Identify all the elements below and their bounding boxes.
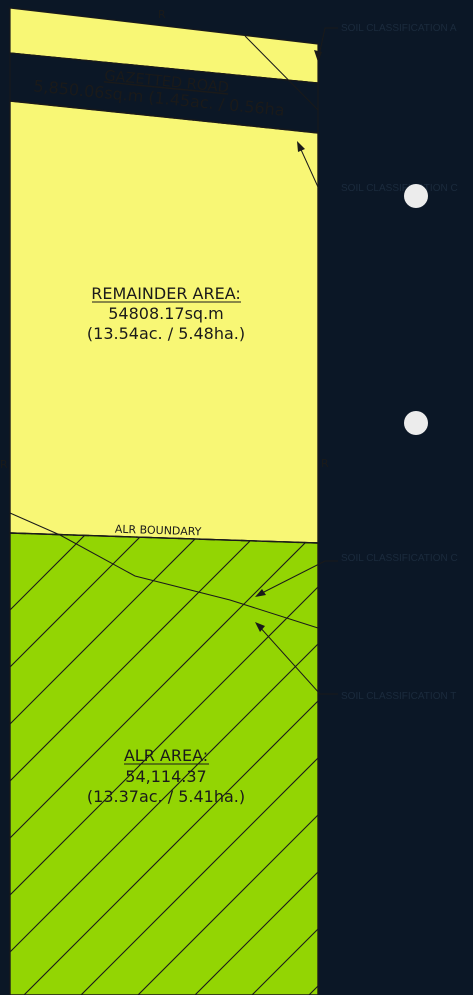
soil-boundary-line (244, 35, 319, 111)
tick-label: R (321, 457, 329, 470)
alr-boundary-line (9, 532, 319, 544)
hatch-line (10, 533, 262, 995)
alr-area-alt: (13.37ac. / 5.41ha.) (87, 787, 245, 806)
leader-arrowheads (255, 50, 322, 632)
soil-classification-label: SOIL CLASSIFICATION T (341, 691, 456, 702)
remainder-area-alt: (13.54ac. / 5.48ha.) (87, 324, 245, 343)
hatch-line (10, 533, 205, 995)
hatch-line (10, 533, 148, 995)
tick-label: R (158, 8, 166, 21)
alr-boundary-label: ALR BOUNDARY (115, 523, 202, 539)
hatch-line (10, 533, 318, 995)
remainder-area-value: 54808.17sq.m (108, 304, 224, 323)
soil-classification-label: SOIL CLASSIFICATION C (341, 553, 458, 564)
map-marker[interactable] (404, 411, 428, 435)
hatch-line (10, 533, 318, 995)
soil-classification-label: SOIL CLASSIFICATION A (341, 23, 457, 34)
hatch-line (10, 533, 91, 995)
tick-label: R (0, 458, 8, 471)
hatch-line (132, 533, 318, 995)
alr-area-value: 54,114.37 (125, 767, 206, 786)
hatch-line (75, 533, 318, 995)
soil-classification-label: SOIL CLASSIFICATION C (341, 183, 458, 194)
map-marker[interactable] (404, 184, 428, 208)
hatch-line (418, 530, 473, 995)
road-north-edge (9, 52, 319, 84)
alr-area-title: ALR AREA: (124, 746, 208, 765)
hatch-line (303, 533, 318, 995)
hatch-line (10, 533, 318, 995)
hatch-line (189, 533, 318, 995)
hatch-line (361, 530, 473, 995)
hatch-line (18, 533, 318, 995)
soil-boundary-line (9, 512, 319, 629)
alr-hatching (10, 530, 473, 995)
road-south-edge (9, 100, 319, 134)
remainder-area-title: REMAINDER AREA: (91, 284, 241, 303)
